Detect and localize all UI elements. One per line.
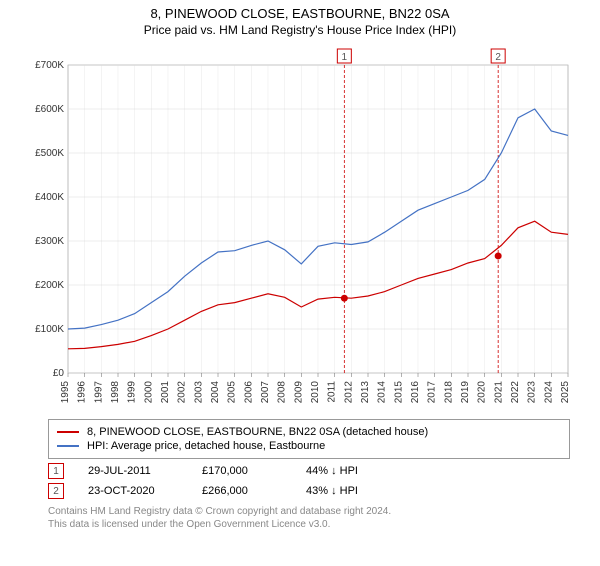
svg-text:2008: 2008 [277, 381, 288, 404]
svg-text:2004: 2004 [210, 381, 221, 404]
svg-text:£700K: £700K [35, 60, 64, 71]
svg-text:2017: 2017 [427, 381, 438, 404]
svg-text:2025: 2025 [560, 381, 571, 404]
legend-swatch [57, 431, 79, 433]
svg-text:2022: 2022 [510, 381, 521, 404]
legend: 8, PINEWOOD CLOSE, EASTBOURNE, BN22 0SA … [48, 419, 570, 459]
svg-text:1995: 1995 [60, 381, 71, 404]
svg-text:£500K: £500K [35, 148, 64, 159]
svg-text:2005: 2005 [227, 381, 238, 404]
svg-text:£0: £0 [53, 368, 65, 379]
svg-text:2002: 2002 [177, 381, 188, 404]
legend-swatch [57, 445, 79, 447]
page-subtitle: Price paid vs. HM Land Registry's House … [0, 23, 600, 37]
data-pct: 44% ↓ HPI [306, 465, 358, 477]
svg-text:2000: 2000 [143, 381, 154, 404]
svg-text:1997: 1997 [93, 381, 104, 404]
svg-text:2001: 2001 [160, 381, 171, 404]
legend-label: 8, PINEWOOD CLOSE, EASTBOURNE, BN22 0SA … [87, 426, 428, 438]
svg-text:1998: 1998 [110, 381, 121, 404]
data-row: 1 29-JUL-2011 £170,000 44% ↓ HPI [48, 463, 570, 479]
svg-text:2006: 2006 [243, 381, 254, 404]
data-date: 23-OCT-2020 [88, 485, 178, 497]
svg-text:1: 1 [342, 52, 348, 63]
svg-text:2012: 2012 [343, 381, 354, 404]
legend-item: HPI: Average price, detached house, East… [57, 440, 561, 452]
svg-text:2024: 2024 [543, 381, 554, 404]
line-chart: £0 £100K £200K £300K £400K £500K £600K £700K 199… [20, 43, 580, 413]
svg-text:2009: 2009 [293, 381, 304, 404]
svg-text:2: 2 [495, 52, 501, 63]
data-price: £266,000 [202, 485, 282, 497]
svg-text:2010: 2010 [310, 381, 321, 404]
data-pct: 43% ↓ HPI [306, 485, 358, 497]
svg-text:2014: 2014 [377, 381, 388, 404]
svg-text:£400K: £400K [35, 192, 64, 203]
chart-container: £0 £100K £200K £300K £400K £500K £600K £700K 199… [20, 43, 580, 413]
marker-box: 1 [48, 463, 64, 479]
svg-text:2020: 2020 [477, 381, 488, 404]
svg-text:2007: 2007 [260, 381, 271, 404]
svg-text:2011: 2011 [327, 381, 338, 403]
svg-text:2023: 2023 [527, 381, 538, 404]
svg-text:£200K: £200K [35, 280, 64, 291]
footer-line: This data is licensed under the Open Gov… [48, 518, 570, 531]
svg-text:2013: 2013 [360, 381, 371, 404]
data-rows: 1 29-JUL-2011 £170,000 44% ↓ HPI 2 23-OCT-202… [0, 463, 600, 499]
legend-label: HPI: Average price, detached house, East… [87, 440, 325, 452]
svg-text:2018: 2018 [443, 381, 454, 404]
svg-text:£300K: £300K [35, 236, 64, 247]
data-row: 2 23-OCT-2020 £266,000 43% ↓ HPI [48, 483, 570, 499]
svg-text:1999: 1999 [127, 381, 138, 404]
svg-text:2015: 2015 [393, 381, 404, 404]
svg-text:1996: 1996 [77, 381, 88, 404]
svg-text:2016: 2016 [410, 381, 421, 404]
footer-line: Contains HM Land Registry data © Crown c… [48, 505, 570, 518]
svg-text:2003: 2003 [193, 381, 204, 404]
svg-text:£600K: £600K [35, 104, 64, 115]
footer: Contains HM Land Registry data © Crown c… [48, 505, 570, 531]
svg-text:2019: 2019 [460, 381, 471, 404]
data-price: £170,000 [202, 465, 282, 477]
legend-item: 8, PINEWOOD CLOSE, EASTBOURNE, BN22 0SA … [57, 426, 561, 438]
svg-text:£100K: £100K [35, 324, 64, 335]
marker-box: 2 [48, 483, 64, 499]
page-title: 8, PINEWOOD CLOSE, EASTBOURNE, BN22 0SA [0, 6, 600, 21]
data-date: 29-JUL-2011 [88, 465, 178, 477]
svg-text:2021: 2021 [493, 381, 504, 404]
